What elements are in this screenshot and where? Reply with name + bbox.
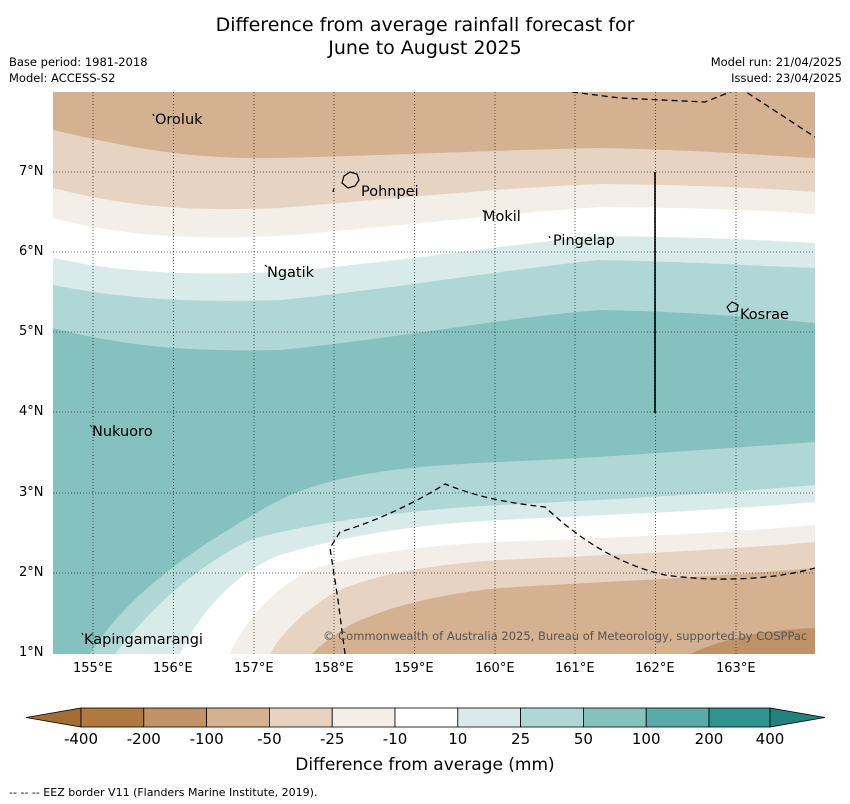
colorbar-extend-low <box>25 707 82 728</box>
place-oroluk: Oroluk <box>155 112 203 128</box>
eez-border-north <box>571 92 815 138</box>
mokil-mark <box>482 209 485 213</box>
x-tick-157: 157°E <box>234 661 274 676</box>
place-mokil: Mokil <box>483 209 521 225</box>
colorbar-title: Difference from average (mm) <box>295 755 555 775</box>
colorbar-swatch-3 <box>206 707 270 728</box>
title-line-1: Difference from average rainfall forecas… <box>215 14 635 36</box>
y-tick-7n: 7°N <box>19 164 44 179</box>
place-ngatik: Ngatik <box>267 265 315 281</box>
x-tick-160: 160°E <box>475 661 515 676</box>
colorbar-swatch-10 <box>645 707 710 728</box>
colorbar <box>25 707 826 728</box>
place-nukuoro: Nukuoro <box>92 424 153 440</box>
colorbar-label: -10 <box>382 730 408 748</box>
ngatik-mark <box>264 264 268 268</box>
colorbar-swatch-5 <box>331 707 396 728</box>
model-run: Model run: 21/04/2025 <box>710 55 842 69</box>
colorbar-swatch-8 <box>520 707 584 728</box>
place-kosrae: Kosrae <box>740 307 789 323</box>
colorbar-label: -200 <box>126 730 161 748</box>
model-name: Model: ACCESS-S2 <box>9 71 116 85</box>
x-tick-158: 158°E <box>314 661 354 676</box>
place-pohnpei: Pohnpei <box>361 184 419 200</box>
colorbar-label: -400 <box>63 730 99 748</box>
eez-border-south <box>329 483 815 654</box>
colorbar-label: 50 <box>573 730 593 748</box>
island-outlines <box>81 113 739 636</box>
colorbar-swatch-6 <box>394 707 459 728</box>
x-tick-155: 155°E <box>73 661 113 676</box>
meta-right: Model run: 21/04/2025 Issued: 23/04/2025 <box>711 54 842 86</box>
x-tick-159: 159°E <box>394 661 434 676</box>
colorbar-swatch-7 <box>457 707 521 728</box>
colorbar-swatch-4 <box>268 707 333 728</box>
colorbar-label: 100 <box>631 730 661 748</box>
place-kapingamarangi: Kapingamarangi <box>84 632 203 648</box>
pohnpei-outline <box>341 171 360 189</box>
colorbar-label: 200 <box>694 730 724 748</box>
x-tick-163: 163°E <box>716 661 756 676</box>
meta-left: Base period: 1981-2018 Model: ACCESS-S2 <box>9 54 148 86</box>
kosrae-outline <box>726 301 739 313</box>
issued-date: Issued: 23/04/2025 <box>731 71 842 85</box>
pohnpei-mark <box>332 187 335 193</box>
y-tick-4n: 4°N <box>19 404 44 419</box>
band-south-neg200 <box>690 628 815 654</box>
nukuoro-mark <box>89 424 93 428</box>
colorbar-swatch-2 <box>143 707 208 728</box>
oroluk-mark <box>152 113 155 117</box>
kapingamarangi-mark <box>81 632 84 636</box>
x-tick-161: 161°E <box>555 661 595 676</box>
rainfall-contours <box>53 92 815 654</box>
colorbar-label: 400 <box>755 730 785 748</box>
colorbar-swatch-1 <box>80 707 145 728</box>
x-tick-162: 162°E <box>635 661 675 676</box>
y-tick-6n: 6°N <box>19 244 44 259</box>
band-south-neg100 <box>312 568 815 654</box>
colorbar-extend-high <box>769 707 826 728</box>
y-tick-3n: 3°N <box>19 485 44 500</box>
pingelap-mark <box>548 235 551 239</box>
x-tick-156: 156°E <box>153 661 193 676</box>
colorbar-label: 25 <box>511 730 531 748</box>
colorbar-label: 10 <box>448 730 468 748</box>
colorbar-swatch-11 <box>708 707 771 728</box>
y-tick-1n: 1°N <box>19 645 44 660</box>
colorbar-label: -50 <box>257 730 282 748</box>
base-period: Base period: 1981-2018 <box>9 55 148 69</box>
colorbar-swatch-9 <box>583 707 647 728</box>
y-tick-5n: 5°N <box>19 324 44 339</box>
place-pingelap: Pingelap <box>553 233 615 249</box>
y-tick-2n: 2°N <box>19 565 44 580</box>
colorbar-label: -25 <box>319 730 345 748</box>
eez-legend-footer: -- -- -- EEZ border V11 (Flanders Marine… <box>9 786 318 799</box>
copyright-notice: © Commonwealth of Australia 2025, Bureau… <box>323 629 808 643</box>
eez-borders <box>329 92 815 654</box>
colorbar-label: -100 <box>189 730 224 748</box>
title-line-2: June to August 2025 <box>328 37 522 59</box>
map-title: Difference from average rainfall forecas… <box>0 14 850 60</box>
